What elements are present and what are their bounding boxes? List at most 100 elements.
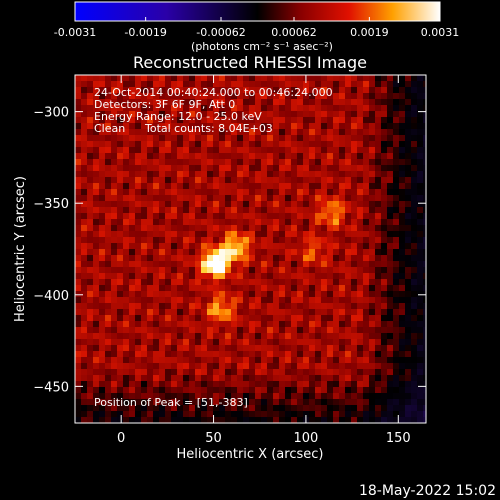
heatmap-cell <box>177 201 184 208</box>
heatmap-cell <box>363 411 370 418</box>
heatmap-cell <box>363 309 370 316</box>
heatmap-cell <box>219 135 226 142</box>
heatmap-cell <box>411 99 418 106</box>
heatmap-cell <box>195 237 202 244</box>
heatmap-cell <box>405 285 412 292</box>
heatmap-cell <box>387 345 394 352</box>
heatmap-cell <box>225 363 232 370</box>
heatmap-cell <box>87 135 94 142</box>
heatmap-cell <box>255 315 262 322</box>
heatmap-cell <box>309 153 316 160</box>
heatmap-cell <box>153 129 160 136</box>
heatmap-cell <box>93 201 100 208</box>
heatmap-cell <box>285 201 292 208</box>
heatmap-cell <box>423 81 426 88</box>
heatmap-cell <box>201 327 208 334</box>
heatmap-cell <box>231 255 238 262</box>
heatmap-cell <box>93 123 100 130</box>
heatmap-cell <box>81 117 88 124</box>
heatmap-cell <box>111 81 118 88</box>
heatmap-cell <box>195 183 202 190</box>
heatmap-cell <box>135 231 142 238</box>
heatmap-cell <box>171 237 178 244</box>
heatmap-cell <box>393 417 400 423</box>
heatmap-cell <box>393 405 400 412</box>
heatmap-cell <box>177 255 184 262</box>
heatmap-cell <box>171 159 178 166</box>
heatmap-cell <box>315 327 322 334</box>
heatmap-cell <box>261 225 268 232</box>
heatmap-cell <box>183 177 190 184</box>
heatmap-cell <box>381 75 388 82</box>
heatmap-cell <box>405 195 412 202</box>
heatmap-cell <box>399 219 406 226</box>
heatmap-cell <box>129 315 136 322</box>
heatmap-cell <box>81 381 88 388</box>
heatmap-cell <box>213 411 220 418</box>
heatmap-cell <box>291 219 298 226</box>
heatmap-cell <box>303 213 310 220</box>
heatmap-cell <box>255 273 262 280</box>
heatmap-cell <box>387 381 394 388</box>
heatmap-cell <box>387 117 394 124</box>
heatmap-cell <box>381 369 388 376</box>
heatmap-cell <box>135 117 142 124</box>
heatmap-cell <box>363 387 370 394</box>
heatmap-cell <box>123 321 130 328</box>
heatmap-cell <box>111 213 118 220</box>
heatmap-cell <box>315 381 322 388</box>
heatmap-cell <box>165 153 172 160</box>
heatmap-cell <box>309 93 316 100</box>
heatmap-cell <box>285 165 292 172</box>
heatmap-cell <box>249 219 256 226</box>
heatmap-cell <box>279 351 286 358</box>
heatmap-cell <box>171 225 178 232</box>
heatmap-cell <box>243 87 250 94</box>
heatmap-cell <box>285 171 292 178</box>
heatmap-cell <box>81 81 88 88</box>
heatmap-cell <box>141 387 148 394</box>
heatmap-cell <box>135 345 142 352</box>
heatmap-cell <box>117 291 124 298</box>
heatmap-cell <box>213 327 220 334</box>
heatmap-cell <box>351 219 358 226</box>
heatmap-cell <box>345 81 352 88</box>
heatmap-cell <box>423 249 426 256</box>
heatmap-cell <box>231 327 238 334</box>
heatmap-cell <box>135 201 142 208</box>
heatmap-cell <box>87 117 94 124</box>
heatmap-cell <box>147 339 154 346</box>
heatmap-cell <box>231 411 238 418</box>
heatmap-cell <box>345 135 352 142</box>
heatmap-cell <box>195 153 202 160</box>
heatmap-cell <box>183 243 190 250</box>
heatmap-cell <box>309 393 316 400</box>
heatmap-cell <box>141 105 148 112</box>
heatmap-cell <box>135 219 142 226</box>
heatmap-cell <box>117 135 124 142</box>
heatmap-cell <box>303 147 310 154</box>
heatmap-cell <box>117 81 124 88</box>
heatmap-cell <box>393 243 400 250</box>
heatmap-cell <box>363 249 370 256</box>
heatmap-cell <box>369 363 376 370</box>
heatmap-cell <box>99 99 106 106</box>
heatmap-cell <box>261 87 268 94</box>
heatmap-cell <box>405 321 412 328</box>
heatmap-cell <box>213 303 220 310</box>
heatmap-cell <box>87 345 94 352</box>
heatmap-cell <box>195 333 202 340</box>
heatmap-cell <box>183 213 190 220</box>
heatmap-cell <box>321 117 328 124</box>
heatmap-cell <box>165 219 172 226</box>
heatmap-cell <box>273 339 280 346</box>
heatmap-cell <box>153 117 160 124</box>
heatmap-cell <box>285 255 292 262</box>
heatmap-cell <box>387 135 394 142</box>
heatmap-cell <box>243 243 250 250</box>
heatmap-cell <box>99 81 106 88</box>
heatmap-cell <box>381 105 388 112</box>
heatmap-cell <box>327 255 334 262</box>
heatmap-cell <box>189 183 196 190</box>
heatmap-cell <box>327 87 334 94</box>
